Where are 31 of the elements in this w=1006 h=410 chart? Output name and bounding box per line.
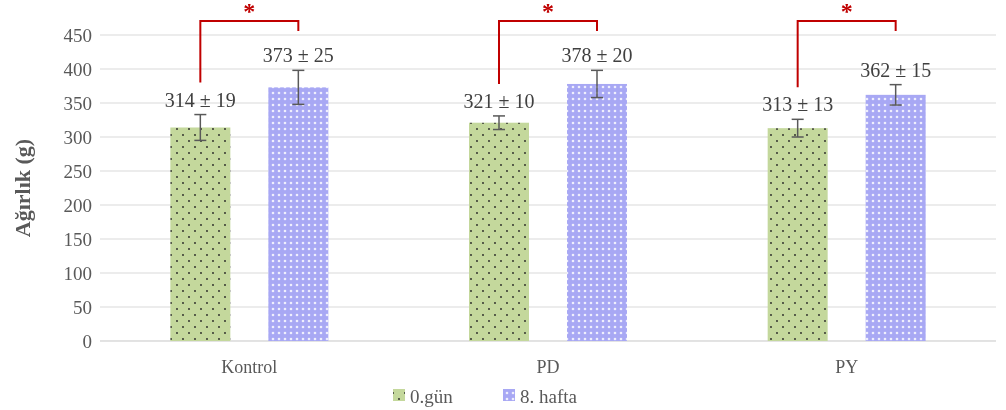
x-tick-label: PY	[835, 357, 859, 377]
legend-label: 8. hafta	[520, 385, 578, 407]
y-tick-label: 250	[63, 160, 92, 182]
y-tick-label: 0	[82, 330, 92, 352]
y-tick-label: 50	[73, 296, 92, 318]
bar	[767, 128, 828, 341]
y-tick-label: 350	[63, 92, 92, 114]
x-tick-label: PD	[536, 357, 560, 377]
data-label: 362 ± 15	[860, 58, 932, 81]
data-label: 314 ± 19	[164, 88, 236, 111]
text: *	[243, 0, 256, 24]
y-tick-label: 200	[63, 194, 92, 216]
y-tick-label: 150	[63, 228, 92, 250]
text: *	[840, 0, 853, 24]
data-label: 378 ± 20	[561, 44, 633, 67]
bar	[268, 87, 329, 341]
y-tick-label: 400	[63, 58, 92, 80]
text: *	[542, 0, 554, 24]
bar	[469, 122, 529, 341]
data-label: 313 ± 13	[762, 93, 834, 116]
bar	[865, 94, 926, 341]
bar	[567, 83, 627, 341]
data-label: 373 ± 25	[262, 44, 334, 67]
x-tick-label: Kontrol	[221, 357, 278, 377]
bar	[170, 127, 231, 341]
data-label: 321 ± 10	[463, 89, 535, 112]
legend-label: 0.gün	[410, 385, 454, 407]
y-tick-label: 100	[63, 262, 92, 284]
y-tick-label: 300	[63, 126, 92, 148]
y-tick-label: 450	[63, 24, 92, 46]
y-axis-title: Ağırlık (g)	[10, 138, 35, 238]
